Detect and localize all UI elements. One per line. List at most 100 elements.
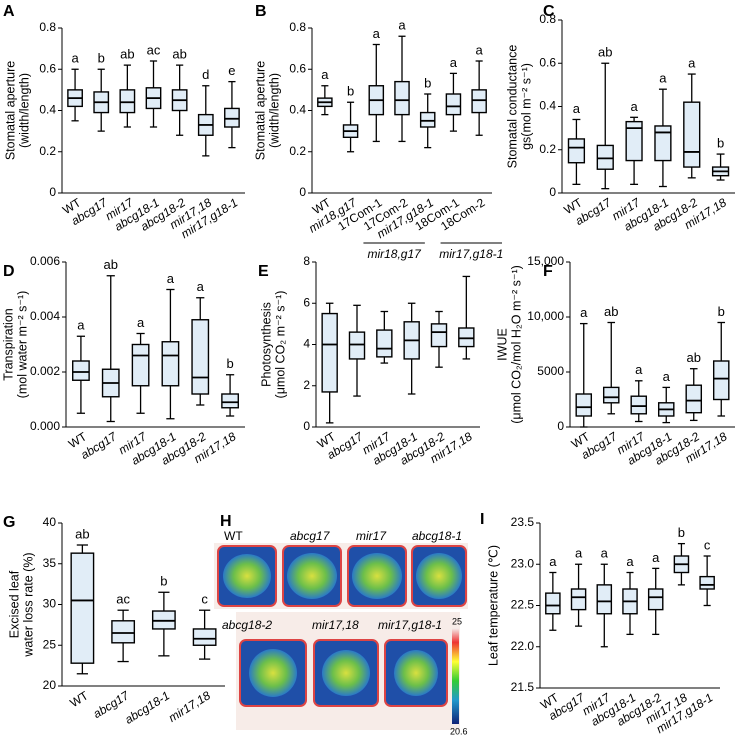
box	[471, 60, 487, 136]
box	[70, 544, 95, 675]
y-tick-label: 40	[43, 515, 57, 529]
box	[602, 321, 620, 415]
significance-letter: d	[202, 67, 209, 82]
panel-letter: I	[480, 511, 484, 528]
box-body	[430, 323, 448, 348]
box	[545, 571, 561, 631]
significance-letter: a	[663, 369, 671, 384]
y-tick-label: 4	[303, 337, 310, 351]
box-body	[445, 93, 462, 116]
box-body	[596, 144, 614, 170]
panel-letter: F	[543, 263, 553, 280]
significance-letter: b	[718, 304, 725, 319]
box-body	[654, 125, 672, 162]
significance-letter: b	[226, 356, 233, 371]
box-body	[570, 588, 587, 611]
box	[430, 310, 448, 368]
box	[683, 73, 701, 179]
y-tick-label: 0.000	[30, 419, 60, 433]
y-axis-label: water loss rate (%)	[21, 552, 35, 657]
box	[93, 68, 110, 132]
y-axis-label: Stomatal conductance	[505, 45, 519, 169]
y-tick-label: 0.4	[289, 103, 306, 117]
y-tick-label: 0	[303, 419, 310, 433]
y-tick-label: 23.5	[511, 515, 535, 529]
y-tick-label: 35	[43, 556, 57, 570]
box	[111, 609, 136, 663]
box	[221, 374, 239, 417]
y-tick-label: 2	[303, 378, 310, 392]
significance-letter: a	[167, 271, 175, 286]
y-tick-label: 0.6	[39, 61, 56, 75]
significance-letter: ab	[104, 257, 118, 272]
significance-letter: a	[450, 55, 458, 70]
y-tick-label: 0.2	[539, 142, 556, 156]
significance-letter: a	[71, 51, 79, 66]
y-tick-label: 22.5	[511, 598, 535, 612]
box	[197, 85, 214, 157]
box	[119, 64, 136, 128]
significance-letter: b	[347, 84, 354, 99]
box-body	[685, 384, 703, 414]
y-tick-label: 22.0	[511, 639, 535, 653]
significance-letter: e	[228, 63, 235, 78]
y-axis-label: (width/length)	[17, 73, 31, 148]
y-axis-label: IWUE	[495, 328, 509, 361]
panel-letter: G	[3, 514, 15, 531]
y-axis-label: Stomatal aperture	[253, 61, 267, 160]
image-label: mir17,18	[312, 618, 359, 632]
significance-letter: a	[573, 101, 581, 116]
y-tick-label: 0.006	[30, 254, 60, 268]
panel-letter: B	[255, 3, 267, 20]
y-tick-label: 0.002	[30, 364, 60, 378]
significance-letter: a	[601, 546, 609, 561]
y-tick-label: 0	[557, 419, 564, 433]
box	[458, 275, 475, 360]
significance-letter: a	[549, 554, 557, 569]
significance-letter: ab	[604, 304, 618, 319]
y-tick-label: 5000	[537, 364, 564, 378]
box	[699, 555, 715, 607]
y-tick-label: 23.0	[511, 556, 535, 570]
box	[673, 542, 690, 586]
significance-letter: a	[137, 315, 145, 330]
image-label: WT	[224, 529, 243, 543]
significance-letter: a	[659, 71, 667, 86]
y-tick-label: 0.8	[539, 12, 556, 26]
box	[145, 60, 162, 128]
significance-letter: a	[321, 67, 329, 82]
box	[224, 80, 240, 149]
significance-letter: a	[197, 279, 205, 294]
box	[596, 563, 613, 648]
y-axis-label: Leaf temperature (℃)	[486, 545, 500, 666]
box-body	[161, 341, 180, 387]
box-body	[119, 89, 136, 114]
box	[630, 380, 648, 423]
significance-letter: b	[717, 136, 724, 151]
y-tick-label: 0	[49, 185, 56, 199]
y-axis-label: Stomatal aperture	[3, 61, 17, 160]
y-tick-label: 0.8	[39, 20, 56, 34]
box	[171, 64, 188, 136]
y-tick-label: 8	[303, 254, 310, 268]
box-body	[647, 588, 664, 611]
box-body	[712, 360, 730, 401]
group-label: mir17,g18-1	[439, 247, 503, 261]
box	[342, 101, 359, 153]
box	[101, 275, 120, 423]
thermal-panel: H WT abcg17 mir17 abcg18-1 abcg18-2 mir1…	[214, 513, 468, 736]
y-axis-label: (μmol CO₂ m⁻² s⁻¹)	[273, 291, 287, 399]
box	[321, 302, 338, 424]
box-body	[191, 319, 210, 395]
panel-letter: C	[543, 3, 555, 20]
significance-letter: a	[398, 18, 406, 33]
box	[317, 85, 333, 116]
box	[685, 368, 703, 422]
colorbar-label: 20.6	[450, 726, 468, 736]
x-tick-label: WT	[67, 688, 91, 710]
significance-letter: c	[704, 537, 711, 552]
y-axis-label: (width/length)	[267, 73, 281, 148]
significance-letter: a	[652, 550, 660, 565]
y-tick-label: 30	[43, 597, 57, 611]
colorbar-label: 25	[452, 616, 462, 626]
